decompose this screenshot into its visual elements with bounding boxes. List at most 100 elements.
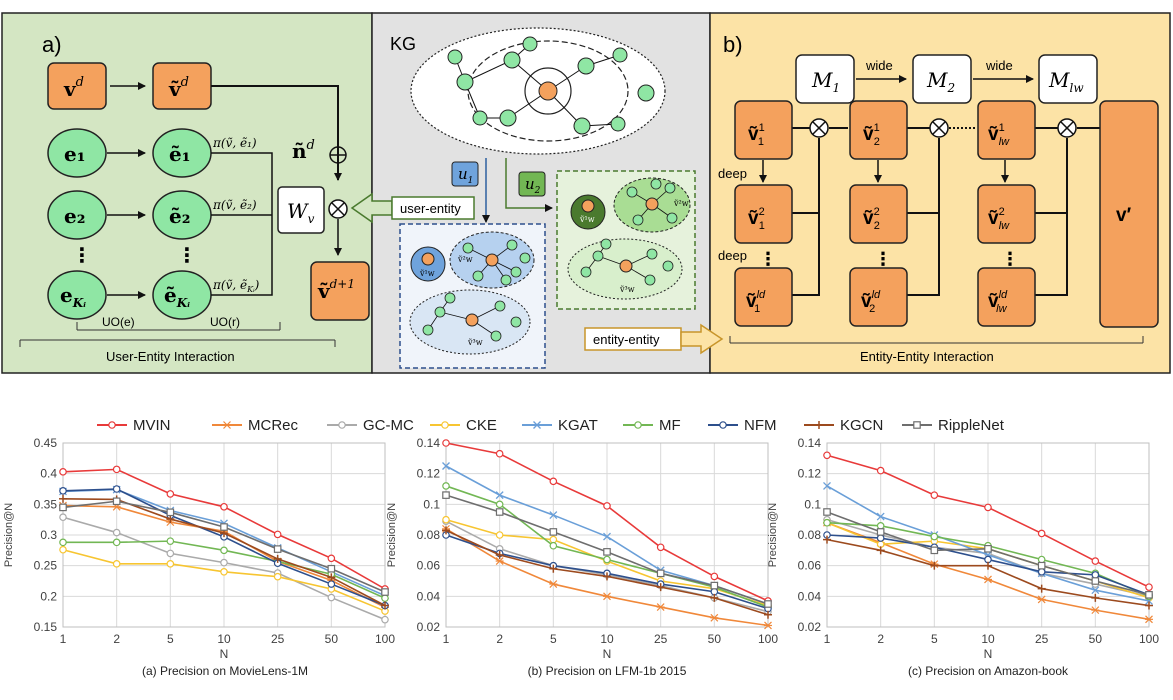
data-point bbox=[876, 512, 885, 521]
vtilde-node-label: ṽd bbox=[168, 75, 189, 101]
data-point bbox=[603, 555, 611, 564]
vdplus1-node bbox=[310, 261, 370, 321]
u2-label: u2 bbox=[525, 175, 541, 196]
data-point bbox=[764, 600, 772, 608]
data-point bbox=[327, 573, 336, 582]
chart-caption: (a) Precision on MovieLens-1M bbox=[142, 664, 308, 678]
entity-entity-label: entity-entity bbox=[593, 332, 660, 347]
data-point bbox=[984, 561, 992, 570]
legend-label: MCRec bbox=[248, 417, 299, 434]
data-point bbox=[549, 528, 558, 536]
user-w3-label: ṽ³w bbox=[467, 338, 483, 347]
data-point bbox=[913, 421, 921, 429]
series-kgcn bbox=[442, 526, 772, 619]
v22-label: ṽ2 2 bbox=[863, 206, 880, 232]
data-point bbox=[338, 421, 346, 429]
panel-b-footer: Entity-Entity Interaction bbox=[860, 349, 994, 364]
series-mvin bbox=[823, 451, 1153, 591]
panel-b: b) M1 wide M2 wide Mlw bbox=[718, 32, 1159, 364]
x-tick-label: 1 bbox=[824, 632, 831, 646]
legend-label: KGAT bbox=[558, 417, 598, 434]
legend-item-mf: MF bbox=[623, 417, 681, 434]
vld-label: ṽld lw bbox=[988, 289, 1008, 315]
entity-w3-nodes bbox=[580, 238, 674, 286]
v11-box bbox=[734, 100, 793, 160]
data-point bbox=[1091, 571, 1100, 579]
eK-label: eKᵢ bbox=[60, 283, 86, 310]
uo-e-label: UO(e) bbox=[102, 315, 135, 329]
data-point bbox=[59, 503, 67, 512]
data-point bbox=[59, 468, 67, 476]
v11-label: ṽ1 1 bbox=[748, 122, 765, 148]
uo-r-label: UO(r) bbox=[210, 315, 240, 329]
y-tick-label: 0.02 bbox=[417, 620, 441, 634]
y-tick-label: 0.12 bbox=[417, 467, 441, 481]
data-point bbox=[984, 575, 992, 584]
series-ripplenet bbox=[823, 508, 1153, 599]
u1-label: u1 bbox=[458, 165, 473, 186]
y-tick-label: 0.14 bbox=[798, 436, 822, 450]
data-point bbox=[930, 546, 939, 555]
data-point bbox=[441, 421, 449, 429]
data-point bbox=[59, 545, 67, 554]
series-kgcn bbox=[823, 535, 1153, 610]
y-tick-label: 0.15 bbox=[34, 620, 58, 634]
user-w3-nodes bbox=[422, 292, 522, 342]
y-tick-label: 0.1 bbox=[423, 497, 440, 511]
entity-w2-center bbox=[645, 197, 659, 211]
y-tick-label: 0.06 bbox=[798, 559, 822, 573]
data-point bbox=[166, 508, 175, 517]
vl2-box bbox=[977, 184, 1036, 244]
y-tick-label: 0.45 bbox=[34, 436, 58, 450]
user-entity-box bbox=[391, 196, 475, 220]
data-point bbox=[108, 421, 116, 429]
data-point bbox=[220, 546, 228, 555]
data-point bbox=[112, 560, 121, 568]
pi-label-K: π(ṽ, ẽKᵢ) bbox=[212, 278, 260, 294]
y-tick-label: 0.1 bbox=[804, 497, 821, 511]
panel-kg-label: KG bbox=[390, 34, 416, 54]
data-point bbox=[273, 554, 282, 563]
data-point bbox=[549, 564, 558, 573]
kg-outer-ellipse bbox=[410, 27, 666, 155]
deep-label-2: deep bbox=[718, 248, 747, 263]
series-gc-mc bbox=[59, 513, 389, 624]
x-tick-label: 2 bbox=[113, 632, 120, 646]
v1d-label: ṽld 1 bbox=[746, 289, 766, 315]
legend-label: NFM bbox=[744, 417, 777, 434]
user-w3-center bbox=[465, 313, 479, 327]
wv-label: Wv bbox=[287, 199, 315, 226]
panel-a: a) vd ṽd e₁ e₂ ⋮ eKᵢ ẽ₁ ẽ₂ ⋮ bbox=[19, 32, 370, 364]
deep-label-1: deep bbox=[718, 166, 747, 181]
series-mcrec bbox=[442, 524, 772, 630]
data-point bbox=[166, 490, 175, 498]
data-point bbox=[442, 491, 450, 499]
data-point bbox=[166, 549, 175, 558]
data-point bbox=[495, 531, 504, 539]
data-point bbox=[327, 564, 336, 573]
legend-label: MF bbox=[659, 417, 681, 434]
x-tick-label: 50 bbox=[1089, 632, 1103, 646]
y-tick-label: 0.35 bbox=[34, 497, 58, 511]
data-point bbox=[1037, 561, 1046, 570]
x-axis-label: N bbox=[603, 647, 612, 661]
y-tick-label: 0.08 bbox=[798, 528, 822, 542]
x-tick-label: 50 bbox=[325, 632, 339, 646]
data-point bbox=[533, 421, 541, 429]
user-entity-label: user-entity bbox=[400, 201, 461, 216]
vprime-label: v′ bbox=[1116, 205, 1132, 226]
x-axis-label: N bbox=[220, 647, 229, 661]
series-mvin bbox=[59, 465, 389, 593]
legend-label: RippleNet bbox=[938, 417, 1005, 434]
e1-node bbox=[47, 128, 107, 178]
y-tick-label: 0.04 bbox=[798, 589, 822, 603]
vprime-box bbox=[1099, 100, 1159, 328]
legend-item-ripplenet: RippleNet bbox=[902, 417, 1005, 434]
x-tick-label: 1 bbox=[443, 632, 450, 646]
x-tick-label: 5 bbox=[931, 632, 938, 646]
legend-item-kgcn: KGCN bbox=[804, 417, 883, 434]
data-point bbox=[823, 535, 831, 544]
chart-panel-2: 0.020.040.060.080.10.120.141 2 5 10 25 50 100N… bbox=[386, 436, 778, 678]
panel-kg: KG bbox=[350, 27, 724, 369]
data-point bbox=[381, 615, 389, 624]
